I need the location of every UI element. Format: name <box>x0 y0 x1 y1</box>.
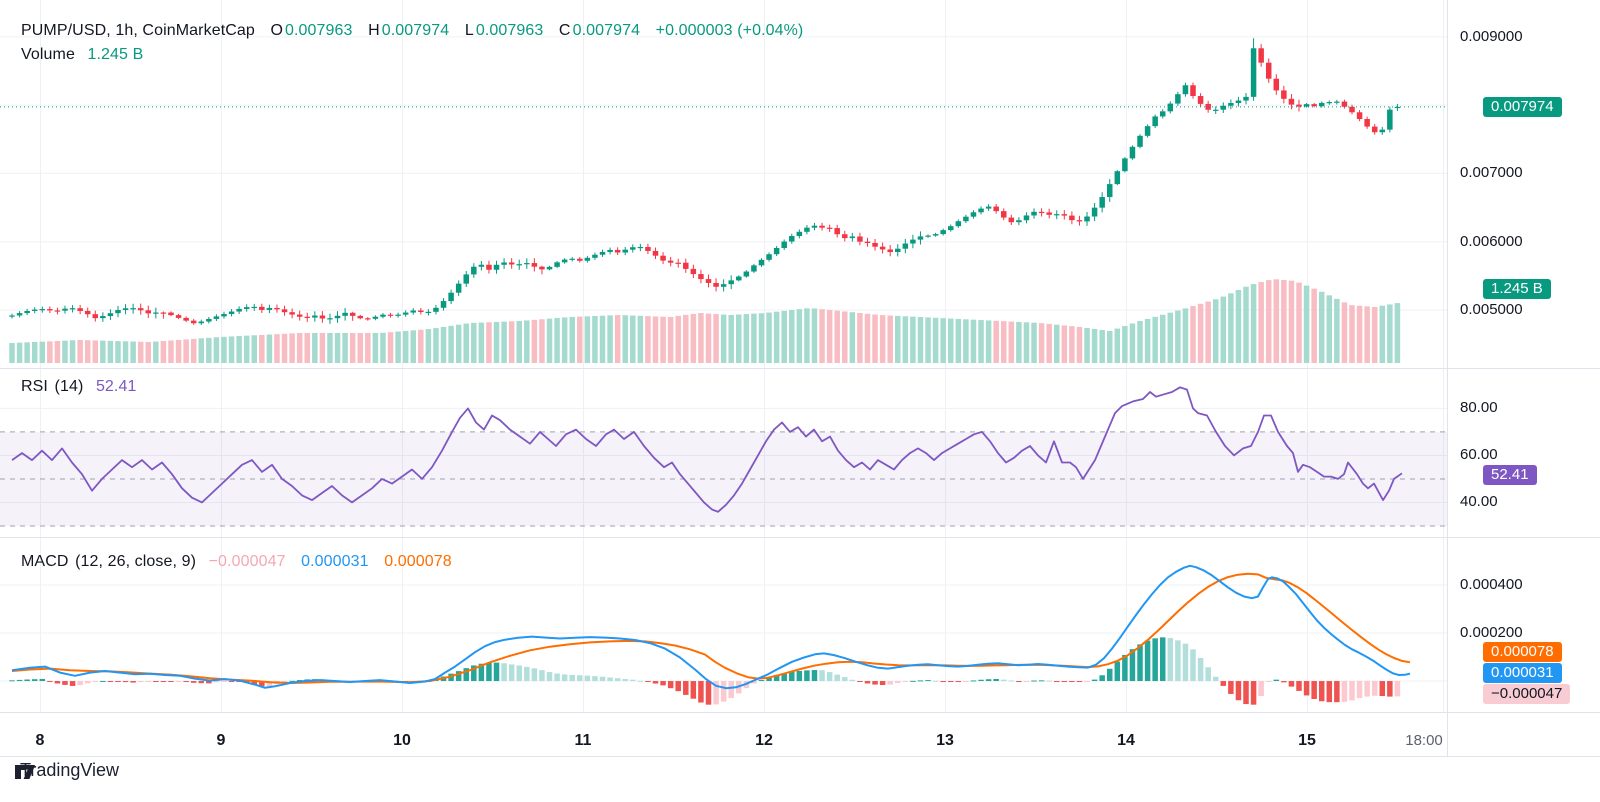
rsi-badge: 52.41 <box>1483 465 1537 485</box>
time-axis-label: 18:00 <box>1405 732 1443 749</box>
price-axis-label: 0.006000 <box>1460 232 1523 250</box>
rsi-axis-label: 60.00 <box>1460 446 1498 464</box>
macd-signal-value: 0.000078 <box>384 553 452 570</box>
ohlc-close-value: 0.007974 <box>572 22 641 39</box>
price-axis-label: 0.005000 <box>1460 301 1523 318</box>
macd-axis-label: 0.000200 <box>1460 624 1523 642</box>
time-axis-separator <box>0 712 1600 713</box>
pane-separator-macd[interactable] <box>0 537 1600 538</box>
price-axis-border <box>1447 0 1448 756</box>
macd-header: MACD (12, 26, close, 9) −0.000047 0.0000… <box>21 553 454 571</box>
time-axis-label: 9 <box>216 732 226 749</box>
time-axis-label: 13 <box>936 732 954 749</box>
ohlc-open-value: 0.007963 <box>284 22 353 39</box>
chart-bottom-border <box>0 756 1600 757</box>
macd-line-badge: 0.000031 <box>1483 663 1562 683</box>
macd-hist-badge: −0.000047 <box>1483 684 1571 704</box>
volume-label[interactable]: Volume <box>21 46 75 63</box>
pane-separator-rsi[interactable] <box>0 368 1600 369</box>
time-axis-label: 8 <box>35 732 45 749</box>
rsi-axis-label: 40.00 <box>1460 493 1498 511</box>
tradingview-logo-text: TradingView <box>20 760 120 780</box>
price-axis-label: 0.009000 <box>1460 27 1523 45</box>
macd-signal-badge: 0.000078 <box>1483 642 1562 662</box>
time-axis-label: 10 <box>393 732 411 749</box>
ohlc-close-label: C <box>558 22 571 39</box>
symbol-title[interactable]: PUMP/USD, 1h, CoinMarketCap <box>21 22 255 39</box>
chart-plot-area[interactable] <box>0 0 1600 757</box>
macd-title[interactable]: MACD <box>21 553 69 570</box>
ohlc-low-value: 0.007963 <box>475 22 544 39</box>
rsi-header: RSI (14) 52.41 <box>21 378 138 396</box>
rsi-params: (14) <box>54 378 84 395</box>
rsi-axis-label: 80.00 <box>1460 399 1498 417</box>
rsi-title[interactable]: RSI <box>21 378 48 395</box>
tradingview-logo-icon <box>15 765 35 779</box>
macd-hist-value: −0.000047 <box>208 553 286 570</box>
price-change: +0.000003 (+0.04%) <box>655 22 804 39</box>
ohlc-high-label: H <box>368 22 380 39</box>
volume-badge: 1.245 B <box>1483 279 1551 299</box>
price-axis-label: 0.007000 <box>1460 164 1523 182</box>
macd-params: (12, 26, close, 9) <box>75 553 197 570</box>
volume-header: Volume 1.245 B <box>21 46 145 64</box>
macd-axis-label: 0.000400 <box>1460 576 1523 593</box>
ohlc-low-label: L <box>464 22 474 39</box>
volume-value: 1.245 B <box>87 46 144 63</box>
time-axis-label: 12 <box>755 732 773 749</box>
time-axis-label: 14 <box>1117 732 1135 749</box>
ohlc-high-value: 0.007974 <box>381 22 450 39</box>
last-price-badge: 0.007974 <box>1483 97 1562 117</box>
time-axis-label: 15 <box>1298 732 1316 749</box>
time-axis-label: 11 <box>574 732 592 749</box>
macd-line-value: 0.000031 <box>301 553 369 570</box>
rsi-value: 52.41 <box>95 378 137 395</box>
tradingview-logo[interactable]: TradingView <box>13 760 119 781</box>
ohlc-open-label: O <box>270 22 283 39</box>
